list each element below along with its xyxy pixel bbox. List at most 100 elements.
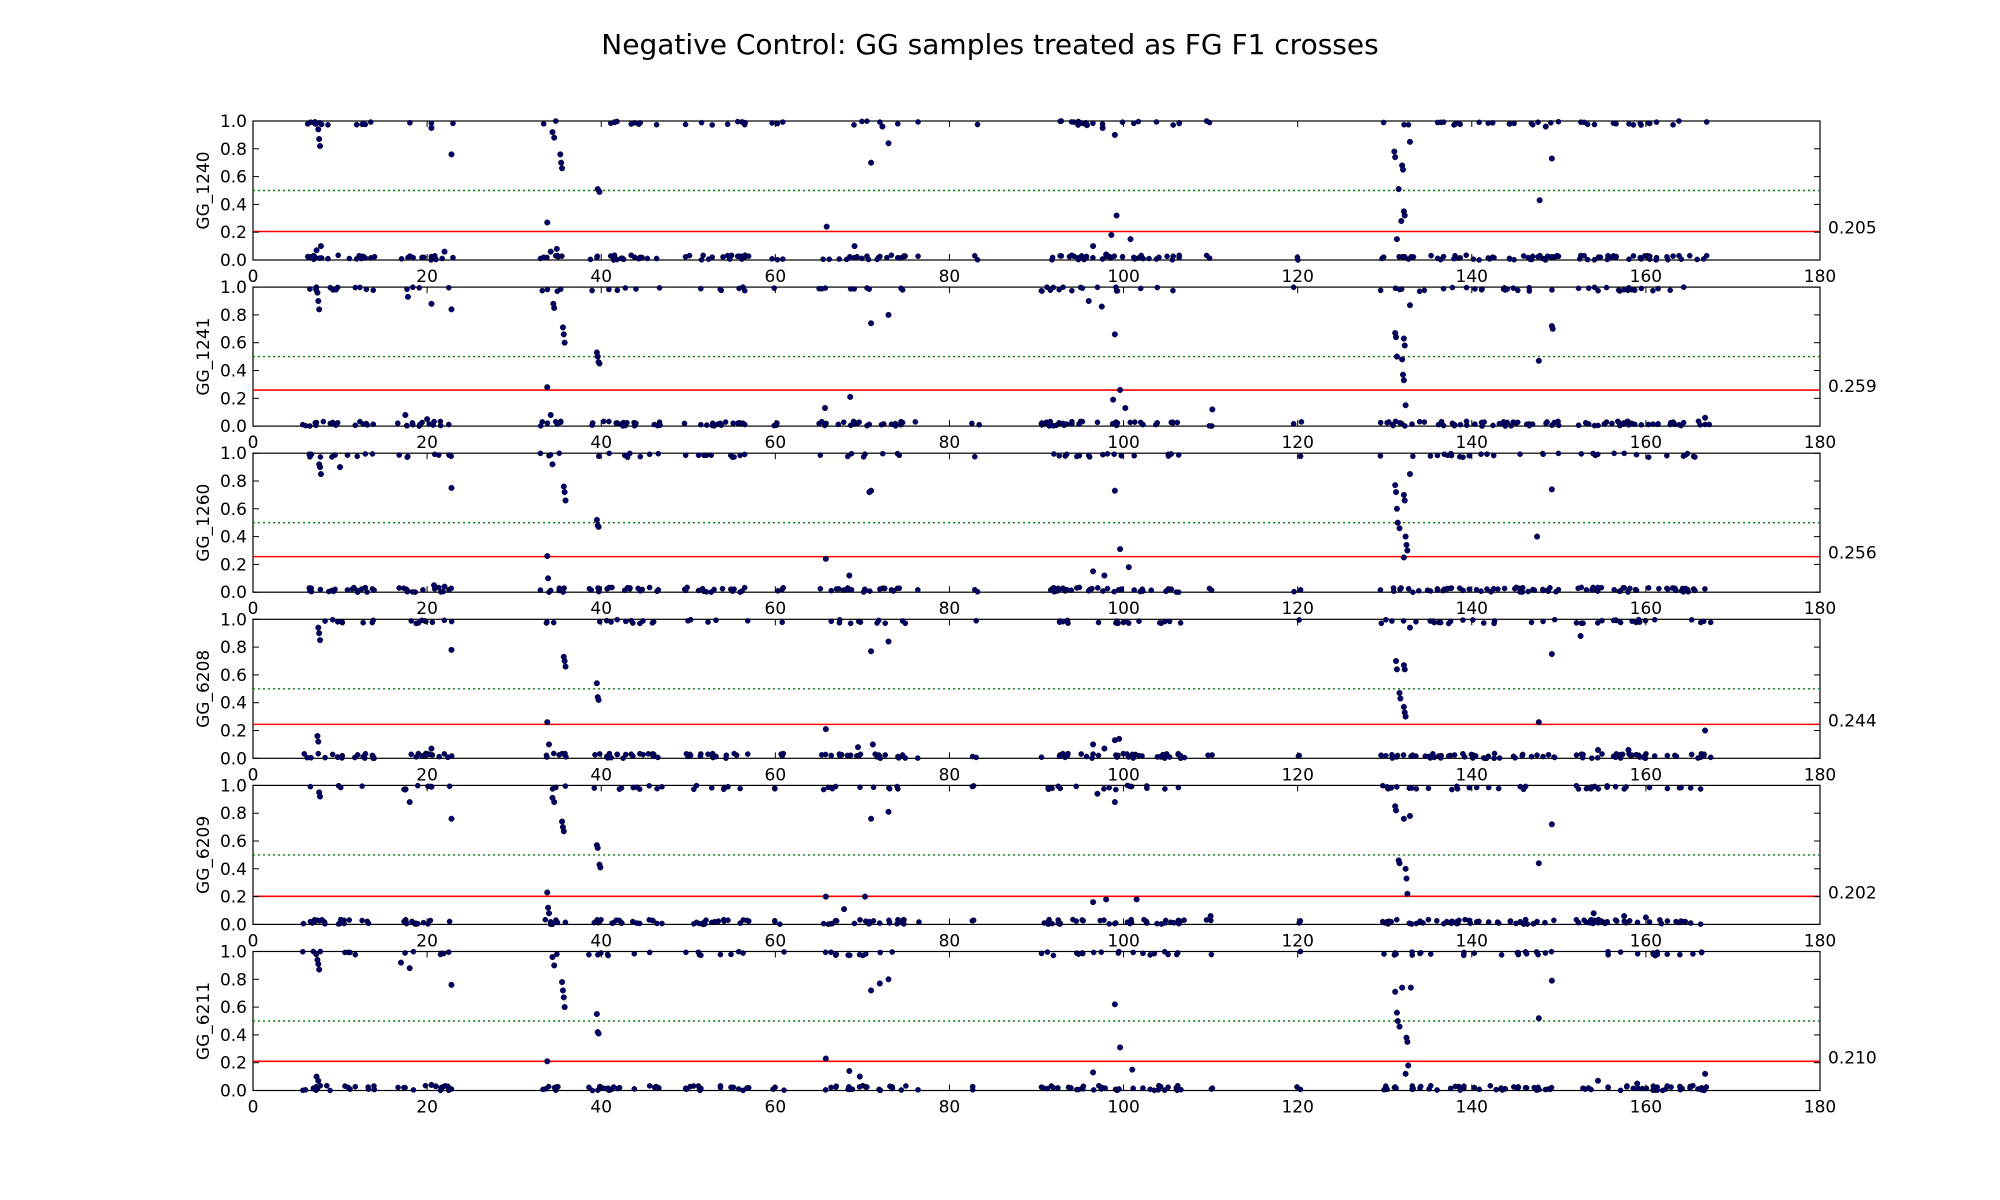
data-point xyxy=(627,585,633,591)
data-point xyxy=(441,248,448,255)
data-point xyxy=(1393,353,1400,360)
data-point xyxy=(1140,950,1146,957)
data-point xyxy=(1417,1083,1424,1090)
data-point xyxy=(362,750,369,757)
data-point xyxy=(687,616,694,623)
data-point xyxy=(698,421,704,428)
data-point xyxy=(1599,617,1605,624)
data-point xyxy=(549,786,556,792)
data-point xyxy=(1470,617,1476,623)
x-tick-label: 120 xyxy=(1281,931,1313,951)
data-point xyxy=(1045,784,1052,791)
data-point xyxy=(1408,253,1415,260)
data-point xyxy=(409,589,416,595)
data-point xyxy=(1438,418,1445,425)
data-point xyxy=(859,255,865,262)
data-point xyxy=(1548,119,1554,126)
data-point xyxy=(1466,784,1473,791)
data-point xyxy=(646,949,653,956)
data-point xyxy=(1594,451,1601,458)
data-point xyxy=(448,453,455,460)
data-point xyxy=(1697,786,1704,792)
data-point xyxy=(1427,453,1434,459)
data-point xyxy=(370,421,377,427)
data-point xyxy=(1427,951,1434,957)
data-point xyxy=(364,422,371,428)
data-point xyxy=(1050,952,1057,959)
data-point xyxy=(622,285,629,291)
data-point xyxy=(448,646,455,653)
data-point xyxy=(313,1087,320,1093)
data-point xyxy=(1626,918,1633,924)
data-point xyxy=(1617,619,1624,626)
data-point xyxy=(549,461,556,468)
data-point xyxy=(898,285,904,292)
data-point xyxy=(882,620,889,626)
data-point xyxy=(1079,917,1086,923)
data-point xyxy=(1485,255,1492,261)
data-point xyxy=(1393,754,1400,760)
data-point xyxy=(1445,620,1452,627)
data-point xyxy=(1584,256,1591,263)
y-tick-label: 0.4 xyxy=(220,860,247,880)
data-point xyxy=(1090,949,1097,956)
data-point xyxy=(1534,752,1540,758)
x-tick-label: 20 xyxy=(416,1098,438,1118)
data-point xyxy=(539,287,546,294)
data-point xyxy=(1585,285,1592,291)
data-point xyxy=(1410,453,1416,460)
data-point xyxy=(334,754,341,760)
data-point xyxy=(1147,952,1154,958)
data-point xyxy=(1678,784,1684,791)
data-point xyxy=(1463,252,1470,258)
data-point xyxy=(1483,755,1490,762)
data-point xyxy=(315,961,322,968)
data-point xyxy=(866,918,873,925)
data-point xyxy=(448,618,455,625)
data-point xyxy=(1523,421,1530,428)
data-point xyxy=(1449,786,1455,793)
data-point xyxy=(445,949,452,955)
data-point xyxy=(560,589,566,595)
data-point xyxy=(1431,754,1438,761)
data-point xyxy=(1392,482,1399,489)
data-point xyxy=(1153,119,1160,125)
data-point xyxy=(1668,1084,1674,1090)
data-point xyxy=(318,121,325,128)
data-point xyxy=(1058,253,1065,259)
data-point xyxy=(607,253,614,259)
data-point xyxy=(408,751,415,758)
data-point xyxy=(562,663,569,670)
data-point xyxy=(559,987,566,994)
data-point xyxy=(696,920,703,927)
data-point xyxy=(1405,1062,1412,1069)
x-tick-label: 40 xyxy=(590,267,612,287)
data-point xyxy=(1441,451,1448,458)
data-point xyxy=(595,951,601,958)
data-point xyxy=(885,976,892,983)
data-point xyxy=(593,680,600,687)
data-point xyxy=(1038,950,1045,957)
data-point xyxy=(1116,948,1122,955)
data-point xyxy=(1074,585,1080,591)
data-point xyxy=(847,393,854,400)
data-point xyxy=(398,256,405,262)
data-point xyxy=(779,619,785,626)
data-point xyxy=(359,917,365,924)
threshold-value-label: 0.244 xyxy=(1828,711,1877,731)
x-tick-label: 180 xyxy=(1804,765,1836,785)
x-tick-label: 160 xyxy=(1630,931,1662,951)
data-point xyxy=(1166,754,1173,760)
data-point xyxy=(1573,752,1580,758)
data-point xyxy=(1690,1082,1696,1089)
data-point xyxy=(1422,753,1429,759)
data-point xyxy=(311,919,318,925)
data-point xyxy=(1692,587,1698,594)
data-point xyxy=(886,785,893,792)
data-point xyxy=(1099,256,1106,262)
data-point xyxy=(741,287,748,294)
data-point xyxy=(851,920,858,927)
data-point xyxy=(1537,252,1543,259)
data-point xyxy=(318,255,325,261)
data-point xyxy=(915,119,921,125)
